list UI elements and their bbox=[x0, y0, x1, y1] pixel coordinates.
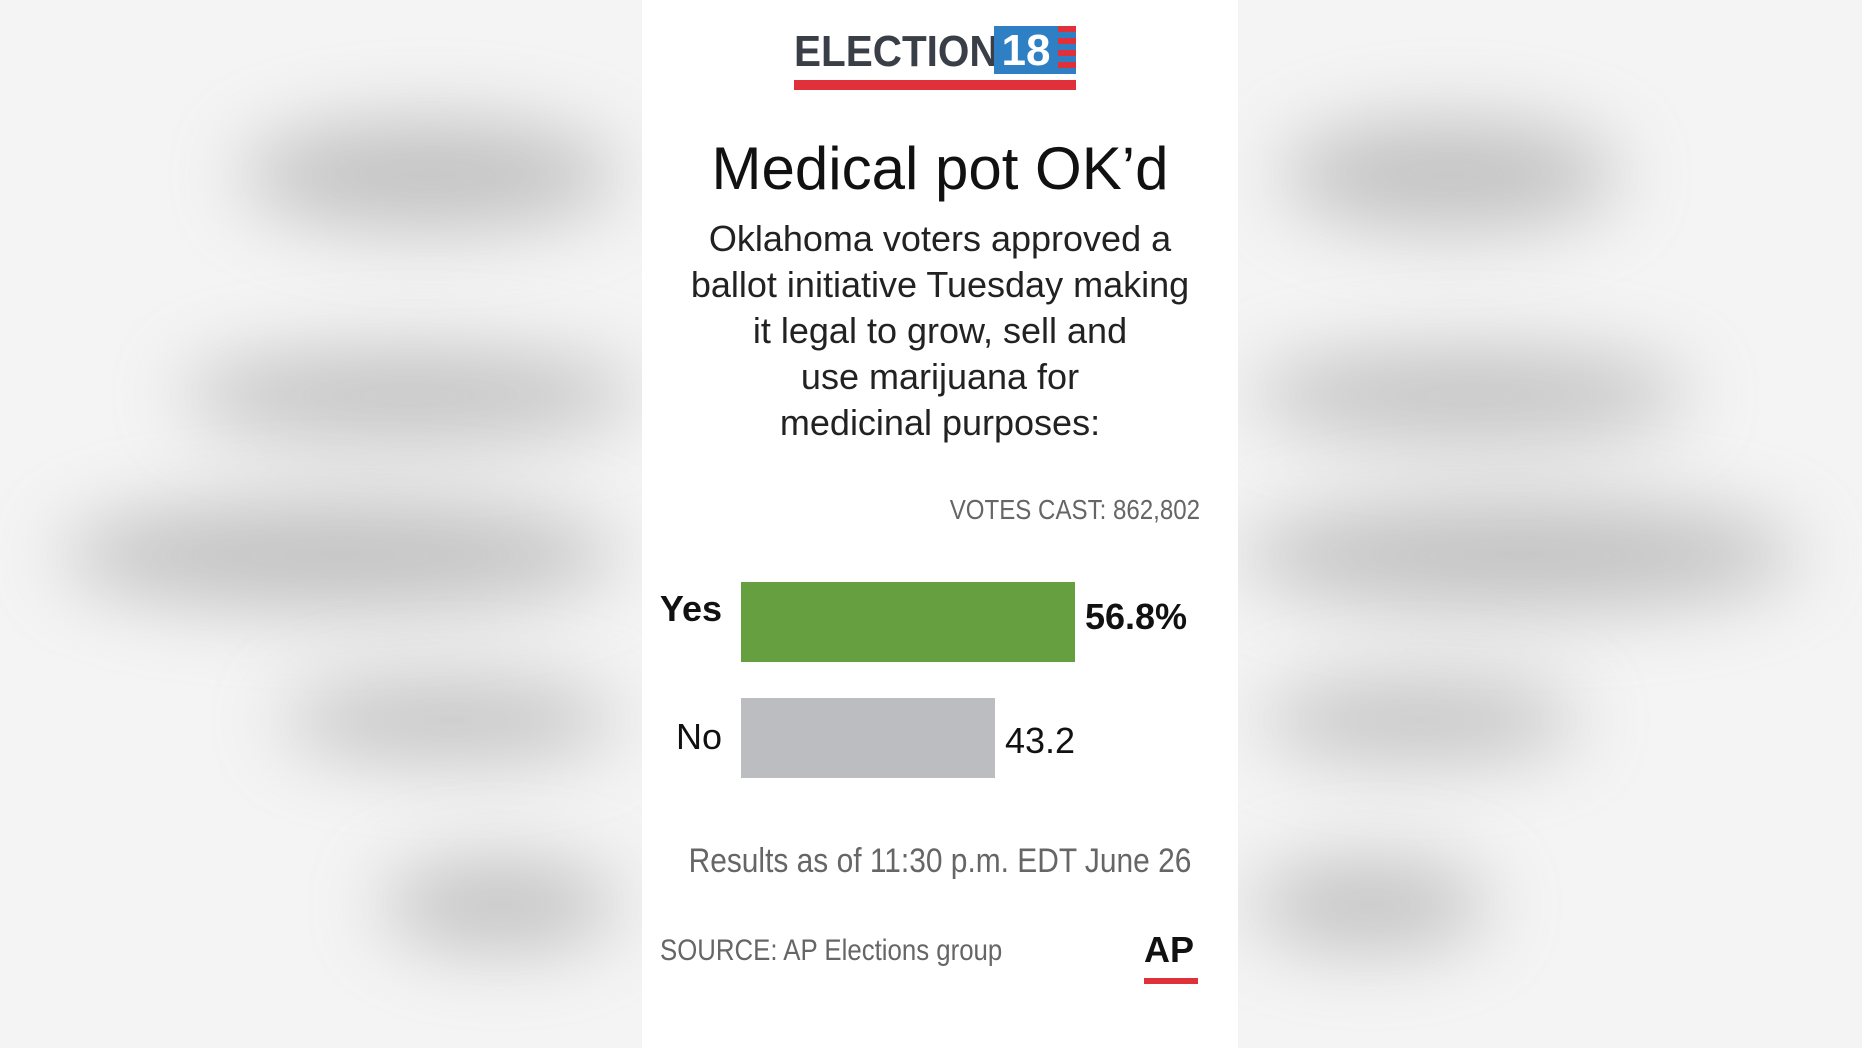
subtitle-line: it legal to grow, sell and bbox=[752, 310, 1128, 351]
category-label-yes: Yes bbox=[659, 588, 722, 629]
ap-logo: AP bbox=[1144, 930, 1198, 986]
subtitle-line: ballot initiative Tuesday making bbox=[690, 264, 1190, 305]
subtitle-line: Oklahoma voters approved a bbox=[708, 218, 1172, 259]
results-timestamp: Results as of 11:30 p.m. EDT June 26 bbox=[688, 842, 1192, 880]
logo-flag-box: 18 bbox=[994, 26, 1076, 74]
value-label-no: 43.2 bbox=[1005, 720, 1076, 761]
ap-logo-text: AP bbox=[1144, 929, 1195, 970]
chart-subtitle: Oklahoma voters approved a ballot initia… bbox=[662, 216, 1218, 446]
graphic-card: ELECTION 18 Medical pot OK’d Oklahoma vo… bbox=[642, 0, 1238, 1048]
value-label-yes: 56.8% bbox=[1084, 596, 1188, 637]
chart-title: Medical pot OK’d bbox=[711, 135, 1169, 202]
bar-no bbox=[741, 698, 996, 778]
ap-logo-underline bbox=[1144, 978, 1198, 984]
election-18-logo: ELECTION 18 bbox=[794, 26, 1076, 92]
votes-cast: VOTES CAST: 862,802 bbox=[949, 494, 1200, 525]
logo-underline bbox=[794, 80, 1076, 90]
bar-yes bbox=[741, 582, 1075, 662]
category-label-no: No bbox=[675, 716, 722, 757]
logo-number: 18 bbox=[1001, 26, 1051, 74]
source-credit: SOURCE: AP Elections group bbox=[660, 934, 1003, 967]
subtitle-line: use marijuana for bbox=[800, 356, 1080, 397]
logo-text: ELECTION bbox=[794, 27, 999, 76]
subtitle-line: medicinal purposes: bbox=[779, 402, 1101, 443]
